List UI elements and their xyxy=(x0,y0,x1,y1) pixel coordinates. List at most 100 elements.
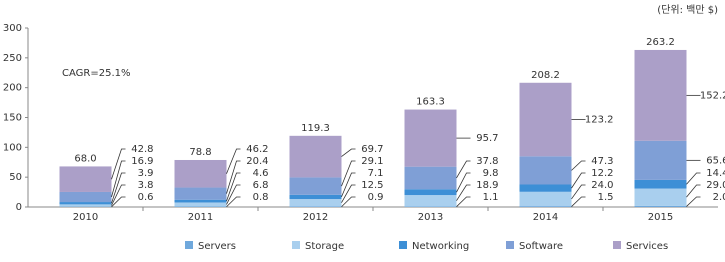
leader-line xyxy=(687,197,701,206)
leader-line xyxy=(457,161,471,178)
value-label: 95.7 xyxy=(476,133,498,144)
value-label: 0.6 xyxy=(138,192,154,203)
value-label: 20.4 xyxy=(246,156,268,167)
bar-segment xyxy=(290,199,342,206)
bar-segment xyxy=(405,206,457,207)
bar-segment xyxy=(60,202,112,204)
bar-segment xyxy=(635,141,687,180)
bar-segment xyxy=(175,202,227,206)
value-label: 12.5 xyxy=(361,180,383,191)
legend-swatch xyxy=(292,241,300,249)
value-label: 14.4 xyxy=(706,168,725,179)
y-tick-label: 250 xyxy=(3,53,22,64)
legend-swatch xyxy=(506,241,514,249)
bar-segment xyxy=(405,189,457,195)
bar-segment xyxy=(635,50,687,141)
value-label: 2.0 xyxy=(713,192,725,203)
bar-segment xyxy=(290,206,342,207)
bar-segment xyxy=(520,185,572,192)
legend-label: Services xyxy=(626,241,668,252)
bar-segment xyxy=(60,166,112,192)
bar-segment xyxy=(405,167,457,190)
bar-segment xyxy=(290,177,342,194)
value-label: 152.2 xyxy=(700,90,725,101)
y-tick-label: 0 xyxy=(16,202,22,213)
bar-segment xyxy=(405,195,457,206)
y-tick-label: 300 xyxy=(3,23,22,34)
leader-line xyxy=(572,161,586,170)
bar-segment xyxy=(635,189,687,206)
legend-swatch xyxy=(613,241,621,249)
leader-line xyxy=(342,161,356,186)
y-tick-label: 200 xyxy=(3,83,22,94)
bar-segment xyxy=(290,136,342,178)
legend-swatch xyxy=(399,241,407,249)
value-label: 1.5 xyxy=(598,192,614,203)
value-label: 6.8 xyxy=(253,180,269,191)
value-label: 123.2 xyxy=(585,115,614,126)
leader-line xyxy=(227,161,241,194)
value-label: 7.1 xyxy=(368,168,384,179)
legend-label: Storage xyxy=(305,241,344,252)
value-label: 46.2 xyxy=(246,144,268,155)
bar-segment xyxy=(520,156,572,184)
x-tick-label: 2013 xyxy=(418,212,443,223)
legend-swatch xyxy=(185,241,193,249)
y-tick-label: 100 xyxy=(3,142,22,153)
value-label: 47.3 xyxy=(591,156,613,167)
value-label: 42.8 xyxy=(131,144,153,155)
leader-line xyxy=(112,149,126,179)
y-tick-label: 150 xyxy=(3,113,22,124)
bar-segment xyxy=(290,195,342,199)
total-label: 119.3 xyxy=(301,123,330,134)
value-label: 4.6 xyxy=(253,168,269,179)
bar-segment xyxy=(520,206,572,207)
x-tick-label: 2011 xyxy=(188,212,213,223)
total-label: 68.0 xyxy=(74,153,96,164)
total-label: 263.2 xyxy=(646,37,675,48)
bar-segment xyxy=(405,110,457,167)
value-label: 3.9 xyxy=(138,168,154,179)
x-tick-label: 2010 xyxy=(73,212,98,223)
value-label: 9.8 xyxy=(483,168,499,179)
legend-label: Networking xyxy=(412,241,469,252)
value-label: 12.2 xyxy=(591,168,613,179)
value-label: 65.6 xyxy=(706,155,725,166)
value-label: 18.9 xyxy=(476,180,498,191)
bar-segment xyxy=(635,180,687,189)
x-tick-label: 2015 xyxy=(648,212,673,223)
annotation: CAGR=25.1% xyxy=(62,68,131,79)
unit-label: (단위: 백만 $) xyxy=(657,3,718,16)
value-label: 24.0 xyxy=(591,180,613,191)
value-label: 29.0 xyxy=(706,180,725,191)
bar-segment xyxy=(175,188,227,200)
value-label: 0.9 xyxy=(368,192,384,203)
leader-line xyxy=(687,173,701,184)
bar-segment xyxy=(60,204,112,206)
bar-segment xyxy=(175,160,227,188)
value-label: 16.9 xyxy=(131,156,153,167)
x-tick-label: 2012 xyxy=(303,212,328,223)
value-label: 29.1 xyxy=(361,156,383,167)
leader-line xyxy=(572,197,586,207)
bar-segment xyxy=(635,206,687,207)
value-label: 0.8 xyxy=(253,192,269,203)
value-label: 3.8 xyxy=(138,180,154,191)
total-label: 208.2 xyxy=(531,70,560,81)
legend-label: Software xyxy=(519,241,563,252)
leader-line xyxy=(457,197,471,207)
value-label: 1.1 xyxy=(483,192,499,203)
x-tick-label: 2014 xyxy=(533,212,558,223)
legend-label: Servers xyxy=(198,241,236,252)
bar-segment xyxy=(175,200,227,203)
bar-segment xyxy=(520,83,572,157)
value-label: 37.8 xyxy=(476,156,498,167)
bar-segment xyxy=(520,192,572,206)
total-label: 163.3 xyxy=(416,97,445,108)
value-label: 69.7 xyxy=(361,144,383,155)
total-label: 78.8 xyxy=(189,147,211,158)
bar-segment xyxy=(60,192,112,202)
leader-line xyxy=(572,173,586,188)
leader-line xyxy=(687,185,701,197)
